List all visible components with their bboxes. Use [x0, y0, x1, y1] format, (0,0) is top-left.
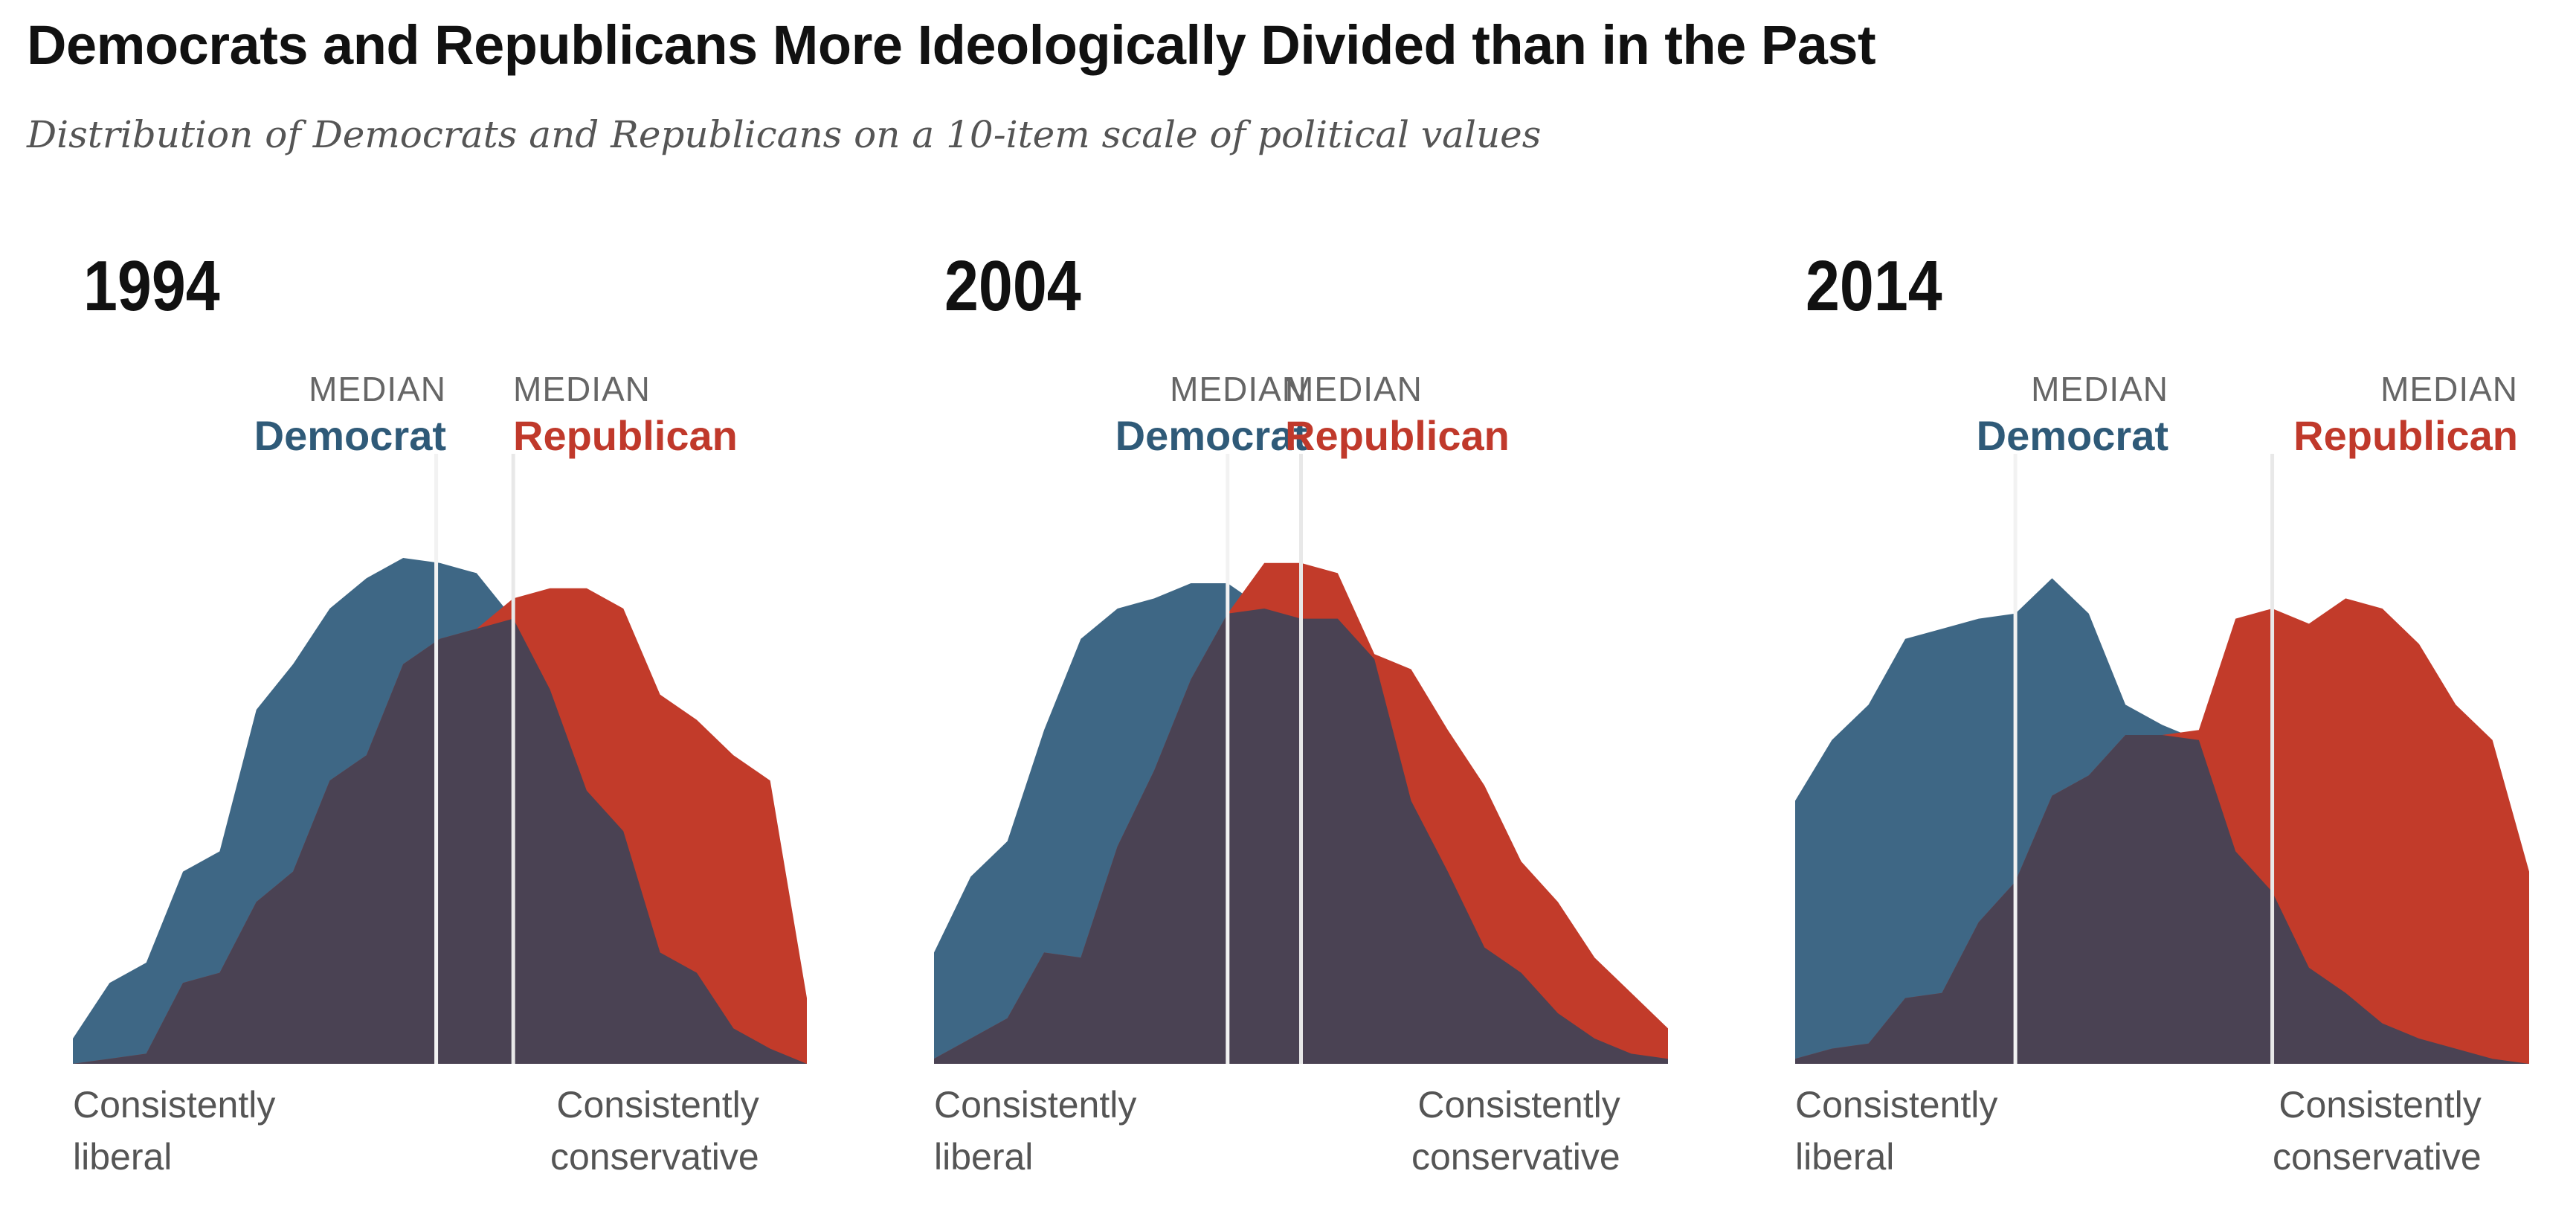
party-name: Democrat: [1115, 412, 1307, 459]
median-republican-label: MEDIAN Republican: [1285, 368, 1510, 462]
x-label-right-line1: Consistently: [1417, 1084, 1620, 1126]
distribution-plot: [73, 454, 807, 1064]
x-label-left-line2: liberal: [934, 1136, 1034, 1178]
chart-subtitle: Distribution of Democrats and Republican…: [27, 113, 1542, 156]
panel-2004: 2004 MEDIAN Democrat MEDIAN Republican C…: [861, 245, 1679, 1220]
median-caption: MEDIAN: [1285, 370, 1423, 408]
x-label-right-line2: conservative: [1411, 1136, 1620, 1178]
median-republican-label: MEDIAN Republican: [2293, 368, 2518, 462]
panel-1994: 1994 MEDIAN Democrat MEDIAN Republican C…: [0, 245, 818, 1220]
x-label-right-line1: Consistently: [556, 1084, 759, 1126]
x-label-left-line1: Consistently: [73, 1084, 276, 1126]
distribution-plot: [1795, 454, 2529, 1064]
x-label-left-line2: liberal: [73, 1136, 173, 1178]
x-label-right: Consistently conservative: [2273, 1079, 2482, 1183]
x-label-right-line2: conservative: [550, 1136, 759, 1178]
median-caption: MEDIAN: [513, 370, 651, 408]
x-label-left: Consistently liberal: [1795, 1079, 1997, 1183]
panel-2014: 2014 MEDIAN Democrat MEDIAN Republican C…: [1722, 245, 2540, 1220]
distribution-plot: [934, 454, 1668, 1064]
x-label-left-line2: liberal: [1795, 1136, 1895, 1178]
party-name: Democrat: [1976, 412, 2168, 459]
overlap-area: [73, 618, 807, 1064]
x-label-right-line1: Consistently: [2279, 1084, 2482, 1126]
median-democrat-label: MEDIAN Democrat: [254, 368, 446, 462]
panel-year: 2014: [1806, 246, 1942, 326]
x-label-left: Consistently liberal: [73, 1079, 275, 1183]
median-democrat-label: MEDIAN Democrat: [1977, 368, 2168, 462]
panel-year: 2004: [944, 246, 1081, 326]
party-name: Republican: [1285, 412, 1510, 459]
median-caption: MEDIAN: [2380, 370, 2518, 408]
x-label-left-line1: Consistently: [1795, 1084, 1998, 1126]
party-name: Republican: [513, 412, 738, 459]
median-republican-label: MEDIAN Republican: [513, 368, 738, 462]
x-label-right: Consistently conservative: [1411, 1079, 1620, 1183]
chart-title: Democrats and Republicans More Ideologic…: [27, 14, 1876, 76]
x-label-right-line2: conservative: [2273, 1136, 2482, 1178]
overlap-area: [1795, 735, 2529, 1064]
panel-year: 1994: [83, 246, 220, 326]
median-democrat-label: MEDIAN Democrat: [1115, 368, 1307, 462]
median-caption: MEDIAN: [309, 370, 446, 408]
party-name: Republican: [2293, 412, 2518, 459]
median-caption: MEDIAN: [2031, 370, 2168, 408]
x-label-left: Consistently liberal: [934, 1079, 1136, 1183]
party-name: Democrat: [254, 412, 446, 459]
median-caption: MEDIAN: [1170, 370, 1307, 408]
x-label-left-line1: Consistently: [934, 1084, 1137, 1126]
x-label-right: Consistently conservative: [550, 1079, 759, 1183]
